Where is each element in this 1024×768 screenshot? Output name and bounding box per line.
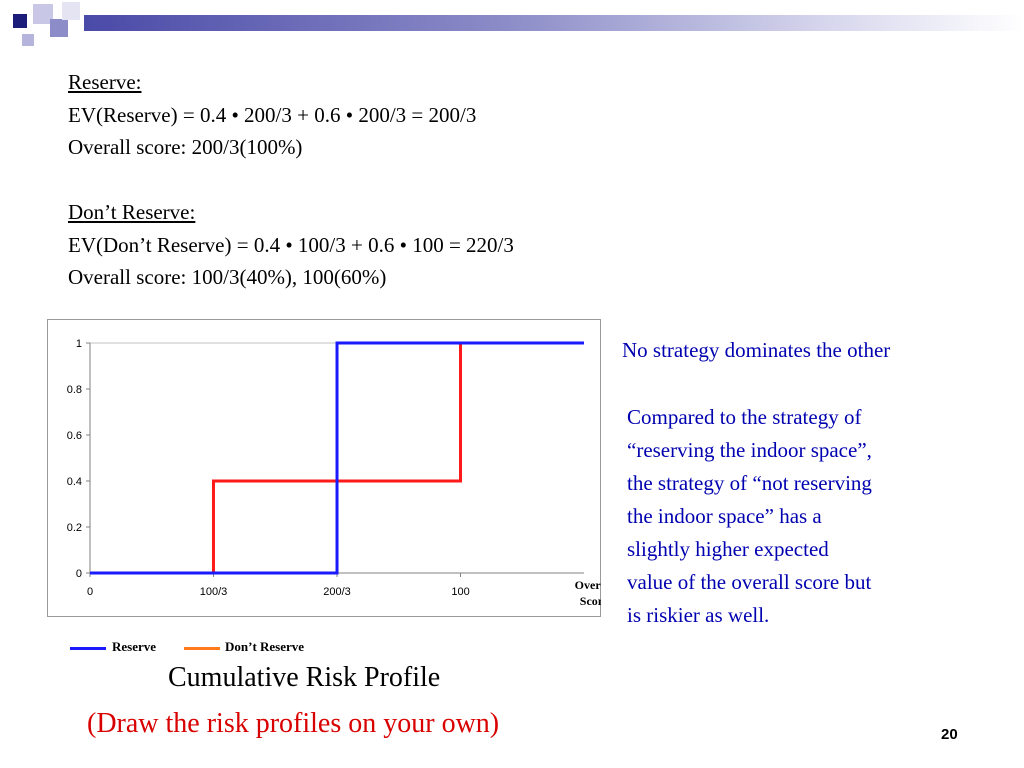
dont-reserve-score-line: Overall score: 100/3(40%), 100(60%)	[68, 265, 387, 289]
y-tick-label: 0.4	[67, 476, 82, 488]
legend-swatch-dont-reserve	[184, 647, 220, 650]
chart-frame	[47, 319, 601, 617]
legend-label-dont-reserve: Don’t Reserve	[225, 639, 305, 654]
x-tick-label: 200/3	[323, 586, 351, 598]
reserve-section: Reserve: EV(Reserve) = 0.4 • 200/3 + 0.6…	[68, 66, 476, 164]
y-tick-label: 0.2	[67, 522, 82, 534]
dont-reserve-heading: Don’t Reserve:	[68, 200, 196, 224]
series-line-reserve	[90, 341, 584, 575]
header-square-pale	[62, 2, 80, 20]
side-paragraph: Compared to the strategy of “reserving t…	[627, 401, 872, 632]
x-tick-label: 0	[87, 586, 93, 598]
reserve-heading: Reserve:	[68, 70, 142, 94]
caption-note: (Draw the risk profiles on your own)	[87, 708, 500, 739]
side-paragraph-line: the indoor space” has a	[627, 504, 822, 528]
side-paragraph-line: slightly higher expected	[627, 537, 829, 561]
side-paragraph-line: the strategy of “not reserving	[627, 471, 872, 495]
page-number: 20	[941, 726, 958, 743]
side-paragraph-line: “reserving the indoor space”,	[627, 438, 872, 462]
side-paragraph-line: Compared to the strategy of	[627, 405, 862, 429]
header-gradient-bar	[84, 15, 1024, 31]
side-paragraph-line: is riskier as well.	[627, 603, 770, 627]
header-square-small	[22, 34, 34, 46]
header-square-mid	[50, 19, 68, 37]
cumulative-risk-chart: 0 0.2 0.4 0.6 0.8 1 0 100/3 200/3 100 Overall Score	[67, 338, 601, 608]
reserve-score-line: Overall score: 200/3(100%)	[68, 135, 303, 159]
slide-header-decoration	[0, 0, 1024, 60]
legend-label-reserve: Reserve	[112, 639, 157, 654]
reserve-ev-line: EV(Reserve) = 0.4 • 200/3 + 0.6 • 200/3 …	[68, 102, 477, 127]
x-tick-label: 100/3	[200, 586, 228, 598]
y-tick-label: 0.8	[67, 384, 82, 396]
header-square-light	[33, 4, 53, 24]
y-tick-label: 0	[76, 568, 82, 580]
y-tick-label: 0.6	[67, 430, 82, 442]
side-note: No strategy dominates the other	[622, 338, 891, 362]
chart-caption: Cumulative Risk Profile	[168, 662, 441, 693]
dont-reserve-section: Don’t Reserve: EV(Don’t Reserve) = 0.4 •…	[68, 196, 514, 294]
x-tick-label: 100	[451, 586, 469, 598]
header-square-dark	[13, 14, 27, 28]
x-axis-title: Score	[580, 594, 601, 608]
dont-reserve-ev-line: EV(Don’t Reserve) = 0.4 • 100/3 + 0.6 • …	[68, 232, 514, 257]
side-paragraph-line: value of the overall score but	[627, 570, 872, 594]
chart-legend: Reserve Don’t Reserve	[70, 638, 370, 658]
x-axis-title: Overall	[575, 578, 601, 592]
plot-area: 0 0.2 0.4 0.6 0.8 1 0 100/3 200/3 100 Overall Score	[67, 338, 601, 608]
y-tick-label: 1	[76, 338, 82, 350]
legend-swatch-reserve	[70, 647, 106, 650]
